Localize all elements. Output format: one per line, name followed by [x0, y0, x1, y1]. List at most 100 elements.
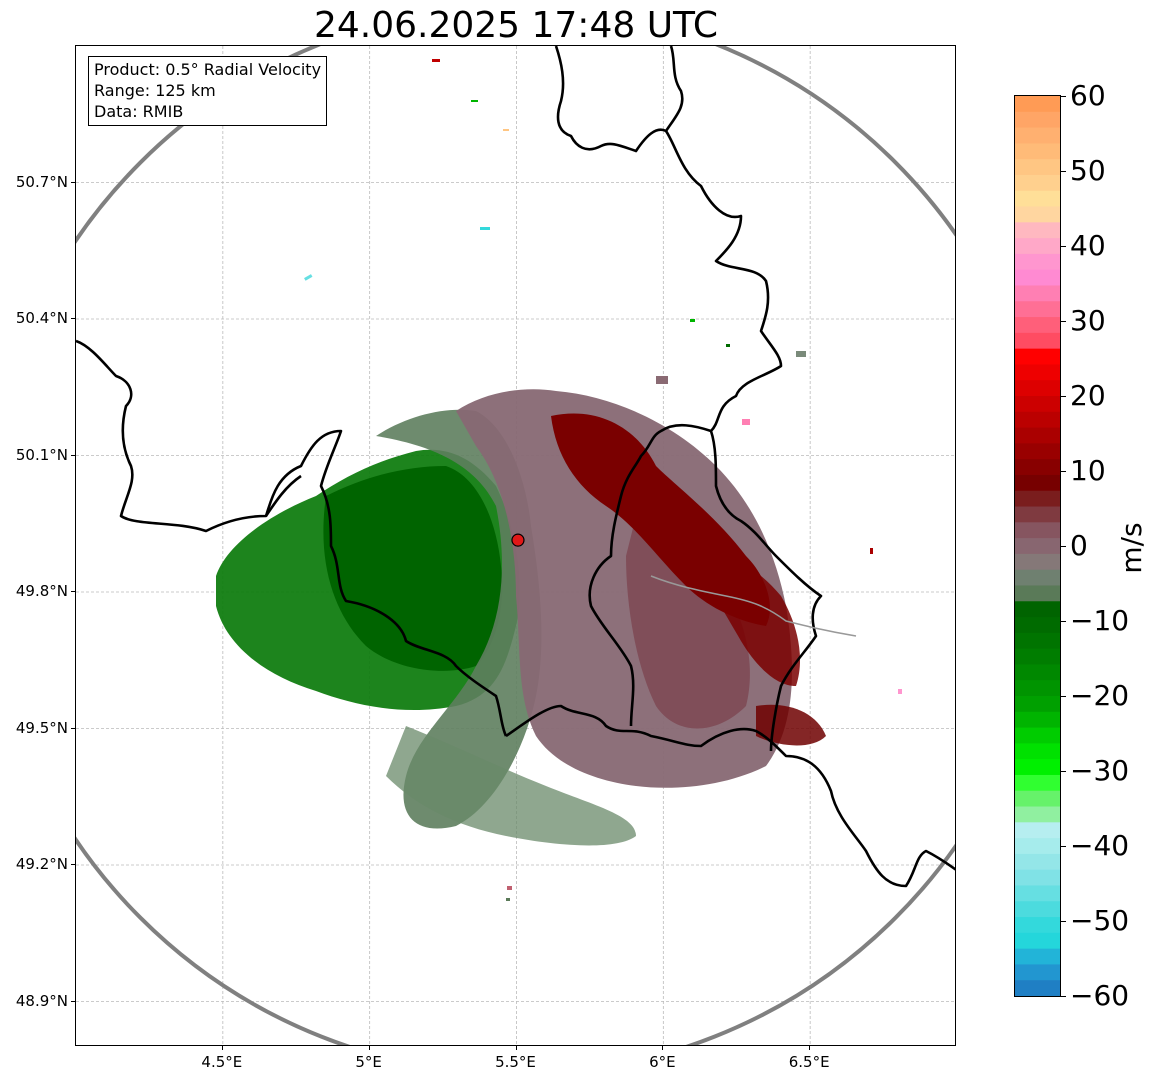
colorbar-tick-mark	[1061, 171, 1066, 172]
lat-tick-mark	[71, 864, 75, 865]
echo-speck	[503, 129, 509, 131]
colorbar-segment	[1015, 269, 1060, 287]
lon-tick-label: 5.5°E	[495, 1053, 536, 1071]
colorbar-segment	[1015, 838, 1060, 855]
colorbar-segment	[1015, 332, 1060, 350]
echo-speck	[480, 227, 490, 230]
colorbar-tick-mark	[1061, 996, 1066, 997]
colorbar-segment	[1015, 96, 1060, 113]
lat-tick-label: 48.9°N	[15, 991, 68, 1010]
velocity-south-fringe	[386, 726, 636, 846]
colorbar-segment	[1015, 790, 1060, 808]
colorbar-segment	[1015, 427, 1060, 444]
colorbar-segment	[1015, 143, 1060, 160]
lon-tick-label: 5°E	[355, 1053, 382, 1071]
lon-tick-mark	[368, 1046, 370, 1050]
colorbar-segment	[1015, 759, 1060, 776]
velocity-greygreen	[376, 409, 542, 829]
colorbar-tick-mark	[1061, 621, 1066, 622]
colorbar-segment	[1015, 111, 1060, 129]
velocity-mauve-dark	[626, 516, 750, 729]
border-germany-belgium	[588, 130, 783, 727]
velocity-field	[216, 59, 902, 901]
border-france-belgium-west	[76, 339, 508, 737]
colorbar-segment	[1015, 253, 1060, 271]
radar-map	[75, 45, 956, 1046]
echo-speck	[507, 886, 512, 890]
echo-speck	[796, 351, 806, 357]
colorbar-tick-label: 50	[1070, 154, 1106, 187]
border-north	[554, 46, 684, 153]
colorbar-label: m/s	[1115, 522, 1148, 574]
colorbar-segment	[1015, 774, 1060, 792]
colorbar-tick-label: −30	[1070, 754, 1130, 787]
colorbar-tick-mark	[1061, 846, 1066, 847]
colorbar-segment	[1015, 396, 1060, 413]
colorbar-gradient	[1015, 96, 1060, 996]
colorbar-segment	[1015, 222, 1060, 239]
colorbar-tick-label: 40	[1070, 229, 1106, 262]
lat-tick-label: 50.4°N	[15, 309, 68, 327]
colorbar-segment	[1015, 948, 1060, 966]
colorbar-segment	[1015, 917, 1060, 934]
lon-tick-mark	[662, 1046, 664, 1050]
colorbar-segment	[1015, 238, 1060, 255]
colorbar-segment	[1015, 585, 1060, 602]
colorbar-segment	[1015, 632, 1060, 650]
colorbar-segment	[1015, 127, 1060, 144]
colorbar-segment	[1015, 490, 1060, 508]
product-label: Product: 0.5° Radial Velocity	[94, 60, 322, 79]
colorbar-tick-mark	[1061, 321, 1066, 322]
colorbar-segment	[1015, 727, 1060, 744]
lon-tick-mark	[515, 1046, 517, 1050]
velocity-darkred-east	[696, 546, 801, 686]
colorbar-segment	[1015, 364, 1060, 381]
colorbar-segment	[1015, 190, 1060, 208]
lat-tick-label: 50.1°N	[15, 445, 68, 464]
echo-speck	[471, 100, 478, 102]
echo-speck	[432, 59, 440, 62]
lat-tick-mark	[71, 591, 75, 592]
lon-tick-label: 6°E	[649, 1053, 676, 1071]
colorbar-segment	[1015, 443, 1060, 460]
colorbar-segment	[1015, 411, 1060, 429]
colorbar-segment	[1015, 285, 1060, 302]
colorbar-segment	[1015, 964, 1060, 981]
lon-tick-mark	[221, 1046, 223, 1050]
colorbar-segment	[1015, 664, 1060, 681]
lat-tick-mark	[71, 454, 75, 456]
colorbar-segment	[1015, 601, 1060, 618]
colorbar-tick-mark	[1061, 696, 1066, 697]
echo-speck	[870, 548, 873, 554]
echo-speck	[304, 274, 313, 281]
colorbar-tick-mark	[1061, 396, 1066, 397]
colorbar-tick-mark	[1061, 921, 1066, 922]
border-belgium-luxembourg	[264, 474, 302, 517]
lon-tick-mark	[809, 1046, 811, 1050]
colorbar-tick-label: −60	[1070, 979, 1130, 1012]
velocity-green-inner	[323, 466, 503, 671]
colorbar-segment	[1015, 538, 1060, 555]
lat-tick-label: 50.7°N	[15, 172, 68, 191]
echo-speck	[506, 898, 510, 901]
country-borders	[76, 46, 955, 888]
colorbar-segment	[1015, 206, 1060, 223]
border-luxembourg-germany	[709, 430, 823, 752]
colorbar-tick-label: −50	[1070, 904, 1130, 937]
radar-site-marker	[511, 533, 525, 547]
echo-speck	[690, 319, 695, 322]
colorbar-tick-label: −10	[1070, 604, 1130, 637]
colorbar-segment	[1015, 932, 1060, 950]
colorbar-tick-label: 20	[1070, 379, 1106, 412]
colorbar-segment	[1015, 553, 1060, 571]
lon-tick-label: 4.5°E	[201, 1053, 243, 1071]
colorbar-segment	[1015, 522, 1060, 539]
colorbar-tick-label: 60	[1070, 79, 1106, 112]
colorbar-tick-label: 30	[1070, 304, 1106, 337]
colorbar-segment	[1015, 680, 1060, 697]
lon-tick-label: 6.5°E	[788, 1053, 830, 1071]
lat-tick-label: 49.8°N	[15, 582, 68, 600]
lat-tick-mark	[71, 318, 75, 319]
lat-tick-mark	[71, 727, 75, 729]
colorbar-tick-mark	[1061, 471, 1066, 472]
